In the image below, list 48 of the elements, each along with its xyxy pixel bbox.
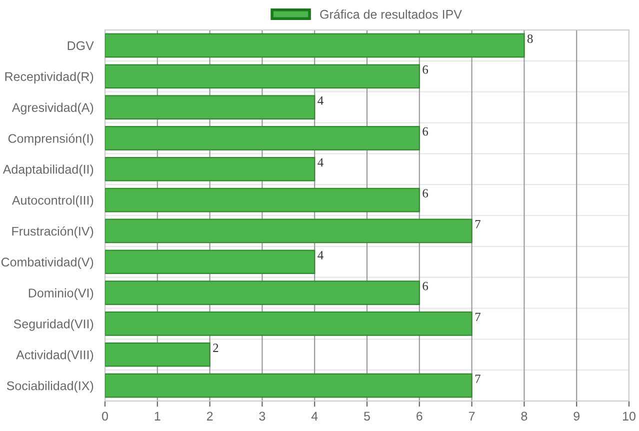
- x-tick-label: 3: [259, 412, 266, 421]
- y-tick-label: Autocontrol(III): [12, 196, 94, 208]
- y-tick-label: Frustración(IV): [12, 226, 94, 238]
- y-tick-label: Seguridad(VII): [14, 319, 94, 331]
- bar: [105, 188, 420, 212]
- data-label: 6: [422, 65, 428, 74]
- bar: [105, 156, 316, 182]
- x-tick-label: 10: [623, 412, 636, 421]
- x-tick-label: 0: [102, 412, 108, 421]
- x-tick-label: 9: [574, 412, 580, 421]
- data-label: 4: [318, 250, 324, 260]
- bar: [105, 250, 316, 274]
- x-tick-label: 2: [206, 412, 213, 420]
- data-label: 6: [422, 189, 428, 198]
- legend-label: Gráfica de resultados IPV: [320, 9, 462, 19]
- x-tick-label: 4: [311, 412, 318, 420]
- y-tick-label: Dominio(VI): [28, 288, 94, 300]
- data-label: 2: [213, 344, 218, 352]
- data-label: 8: [527, 34, 533, 43]
- x-tick-label: 7: [468, 412, 475, 420]
- bar: [105, 280, 420, 305]
- data-label: 6: [422, 127, 428, 136]
- y-tick-label: Sociabilidad(IX): [6, 381, 94, 393]
- x-tick-label: 5: [364, 412, 370, 421]
- x-tick-label: 1: [154, 412, 160, 420]
- bar: [105, 33, 525, 58]
- bar: [105, 342, 210, 367]
- y-tick-label: Agresividad(A): [12, 102, 94, 114]
- data-label: 7: [475, 374, 480, 383]
- bar: [105, 373, 472, 398]
- y-tick-label: Combatividad(V): [1, 257, 94, 269]
- data-label: 4: [318, 96, 324, 105]
- x-tick-label: 6: [416, 412, 422, 421]
- y-tick-label: Actividad(VIII): [16, 350, 94, 362]
- bar: [105, 64, 420, 89]
- y-tick-label: Receptividad(R): [5, 72, 94, 84]
- y-tick-label: Adaptabilidad(II): [2, 164, 94, 176]
- x-tick-label: 8: [521, 412, 528, 421]
- data-label: 7: [475, 312, 480, 322]
- bar: [105, 126, 420, 150]
- data-label: 7: [475, 220, 480, 228]
- bar: [105, 218, 472, 244]
- bar: [105, 95, 316, 120]
- y-tick-label: Comprensión(I): [8, 134, 94, 146]
- y-tick-label: DGV: [68, 41, 94, 50]
- bar: [105, 312, 472, 336]
- data-label: 4: [318, 158, 324, 166]
- data-label: 6: [422, 282, 428, 290]
